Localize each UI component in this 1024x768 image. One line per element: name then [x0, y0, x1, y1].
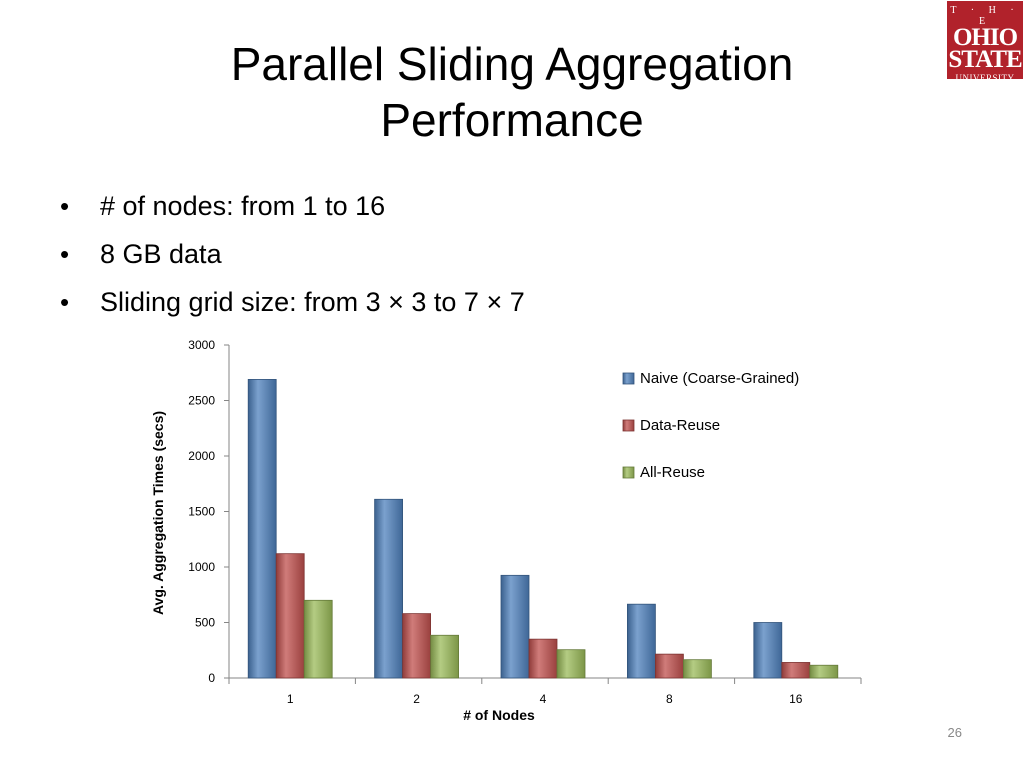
x-tick-label: 8: [666, 692, 673, 706]
bar-all-reuse: [809, 664, 839, 679]
bar-naive: [374, 498, 404, 679]
page-number: 26: [947, 725, 962, 740]
bullet-item: Sliding grid size: from 3 × 3 to 7 × 7: [60, 282, 525, 330]
y-tick-label: 3000: [188, 338, 215, 352]
bar-data-reuse: [655, 653, 684, 679]
x-tick-label: 1: [287, 692, 294, 706]
y-tick-label: 1500: [188, 505, 215, 519]
legend-swatch: [622, 372, 635, 385]
slide-title: Parallel Sliding Aggregation Performance: [0, 36, 1024, 148]
bullet-list: # of nodes: from 1 to 16 8 GB data Slidi…: [60, 186, 525, 330]
bar-naive: [753, 622, 783, 679]
y-tick-label: 0: [208, 671, 215, 685]
y-tick-label: 1000: [188, 560, 215, 574]
slide-title-line-2: Performance: [380, 94, 644, 146]
bar-data-reuse: [528, 638, 558, 679]
logo-line-4: UNIVERSITY: [955, 73, 1015, 83]
bar-naive: [627, 603, 656, 679]
x-tick-label: 2: [413, 692, 420, 706]
bullet-item: 8 GB data: [60, 234, 525, 282]
bar-naive: [500, 574, 530, 679]
bar-all-reuse: [430, 634, 460, 679]
slide-title-line-1: Parallel Sliding Aggregation: [230, 38, 794, 90]
y-tick-label: 2500: [188, 394, 215, 408]
ohio-state-logo: T · H · E OHIO STATE UNIVERSITY: [946, 0, 1024, 83]
logo-line-1: T · H · E: [950, 5, 1020, 27]
logo-line-2: OHIO: [952, 24, 1018, 51]
logo-line-3: STATE: [948, 46, 1022, 73]
bar-all-reuse: [683, 659, 712, 679]
y-tick-label: 500: [195, 616, 215, 630]
bar-all-reuse: [556, 649, 586, 679]
legend-swatch: [622, 419, 635, 432]
bar-data-reuse: [402, 613, 432, 679]
bar-naive: [247, 379, 277, 679]
x-tick-label: 16: [789, 692, 803, 706]
legend-label: Naive (Coarse-Grained): [640, 370, 799, 387]
bar-all-reuse: [303, 599, 333, 679]
bar-data-reuse: [781, 662, 811, 679]
legend-swatch: [622, 466, 635, 479]
x-tick-label: 4: [540, 692, 547, 706]
legend-label: All-Reuse: [640, 464, 705, 481]
bullet-item: # of nodes: from 1 to 16: [60, 186, 525, 234]
bar-data-reuse: [275, 553, 305, 679]
y-tick-label: 2000: [188, 449, 215, 463]
y-axis-label: Avg. Aggregation Times (secs): [150, 411, 166, 615]
legend-label: Data-Reuse: [640, 417, 720, 434]
x-axis-label: # of Nodes: [463, 707, 535, 723]
